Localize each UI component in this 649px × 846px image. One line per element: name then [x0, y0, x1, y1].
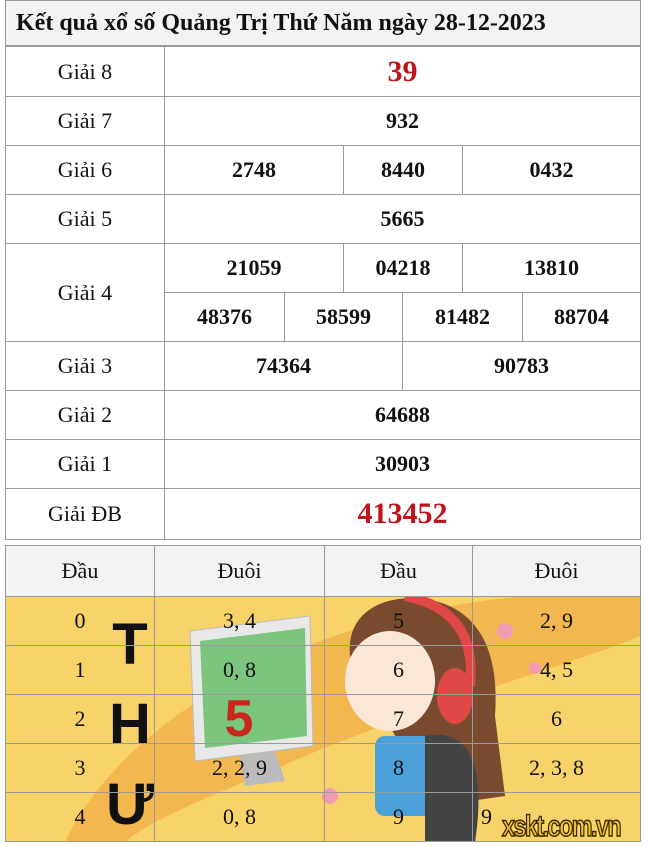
prize-value-g1: 30903	[164, 439, 641, 489]
loto-duoi-cell: 9	[472, 792, 641, 842]
prize-value-g2: 64688	[164, 390, 641, 440]
prize-label-g1: Giải 1	[5, 439, 165, 489]
loto-dau-cell: 4	[5, 792, 155, 842]
loto-dau-cell: 9	[324, 792, 473, 842]
prize-value-g4: 21059	[164, 243, 344, 293]
loto-dau-cell: 0	[5, 596, 155, 646]
prize-value-g4: 88704	[522, 292, 641, 342]
monitor-icon	[189, 615, 314, 786]
prize-value-g6: 2748	[164, 145, 344, 195]
prize-label-g8: Giải 8	[5, 46, 165, 97]
prize-value-g4: 48376	[164, 292, 285, 342]
loto-dau-cell: 8	[324, 743, 473, 793]
banner-letter: Ư	[106, 772, 155, 837]
loto-duoi-cell	[154, 694, 325, 744]
prize-label-g4: Giải 4	[5, 243, 165, 342]
loto-header-dau: Đầu	[324, 545, 473, 597]
loto-dau-cell: 3	[5, 743, 155, 793]
banner-illustration: 5 T H Ư	[5, 596, 641, 842]
prize-value-g7: 932	[164, 96, 641, 146]
loto-duoi-cell: 6	[472, 694, 641, 744]
loto-duoi-cell: 2, 2, 9	[154, 743, 325, 793]
loto-duoi-cell: 2, 3, 8	[472, 743, 641, 793]
loto-dau-cell: 7	[324, 694, 473, 744]
loto-header-duoi: Đuôi	[472, 545, 641, 597]
banner-swoosh	[65, 596, 641, 842]
girl-illustration	[345, 596, 505, 842]
banner-letter: H	[109, 692, 151, 757]
prize-value-g4: 58599	[284, 292, 403, 342]
prize-value-g8: 39	[164, 46, 641, 97]
loto-header-dau: Đầu	[5, 545, 155, 597]
loto-duoi-cell: 4, 5	[472, 645, 641, 695]
loto-dau-cell: 1	[5, 645, 155, 695]
prize-label-g5: Giải 5	[5, 194, 165, 244]
loto-dau-cell: 5	[324, 596, 473, 646]
watermark-logo: xskt.com.vn	[501, 809, 622, 844]
loto-duoi-cell: 0, 8	[154, 792, 325, 842]
banner-text: T H Ư	[106, 612, 155, 837]
prize-label-g7: Giải 7	[5, 96, 165, 146]
prize-label-g2: Giải 2	[5, 390, 165, 440]
loto-duoi-cell: 3, 4	[154, 596, 325, 646]
loto-duoi-cell: 0, 8	[154, 645, 325, 695]
prize-value-db: 413452	[164, 488, 641, 540]
loto-dau-cell: 6	[324, 645, 473, 695]
prize-value-g4: 13810	[462, 243, 641, 293]
prize-value-g6: 0432	[462, 145, 641, 195]
banner-letter: T	[112, 612, 147, 677]
prize-value-g4: 81482	[402, 292, 523, 342]
page-title: Kết quả xổ số Quảng Trị Thứ Năm ngày 28-…	[5, 0, 641, 46]
prize-label-g3: Giải 3	[5, 341, 165, 391]
loto-dau-cell: 2	[5, 694, 155, 744]
loto-header-duoi: Đuôi	[154, 545, 325, 597]
prize-value-g4: 04218	[343, 243, 463, 293]
prize-value-g5: 5665	[164, 194, 641, 244]
prize-value-g6: 8440	[343, 145, 463, 195]
prize-label-db: Giải ĐB	[5, 488, 165, 540]
prize-value-g3: 74364	[164, 341, 403, 391]
prize-label-g6: Giải 6	[5, 145, 165, 195]
prize-value-g3: 90783	[402, 341, 641, 391]
banner-number: 5	[225, 690, 254, 748]
loto-duoi-cell: 2, 9	[472, 596, 641, 646]
